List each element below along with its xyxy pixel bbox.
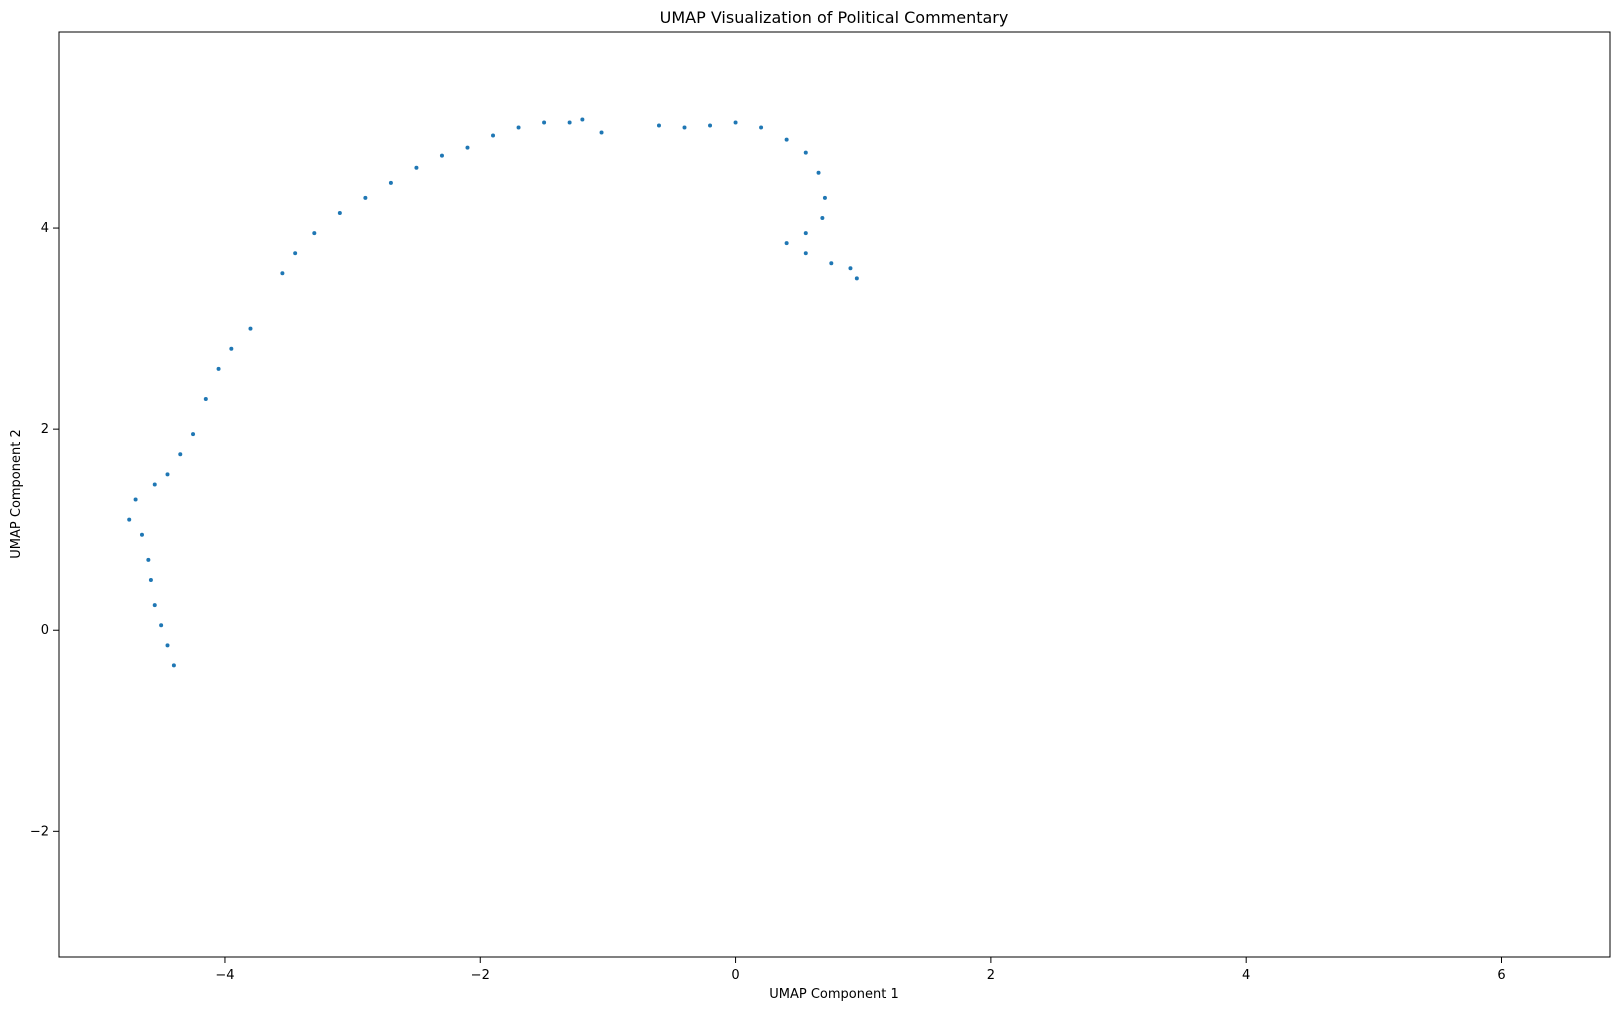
data-point (127, 517, 132, 522)
y-axis-ticks: −2 0 2 4 (30, 221, 59, 839)
data-point (229, 346, 234, 351)
data-point (216, 366, 221, 371)
data-point (203, 396, 208, 401)
data-point (491, 133, 496, 138)
data-point (599, 130, 604, 135)
data-point (784, 137, 789, 142)
data-point (152, 603, 157, 608)
data-point (152, 482, 157, 487)
data-point (159, 623, 164, 628)
x-axis-label: UMAP Component 1 (769, 987, 898, 1002)
data-point (465, 145, 470, 150)
data-point (133, 497, 138, 502)
data-points (127, 117, 859, 668)
data-point (759, 125, 764, 130)
data-point (567, 120, 572, 125)
data-point (854, 276, 859, 281)
x-axis-ticks: −4 −2 0 2 4 6 (215, 957, 1506, 983)
y-tick-label: 0 (41, 623, 49, 638)
x-tick-label: 4 (1242, 968, 1250, 983)
data-point (733, 120, 738, 125)
data-point (803, 251, 808, 256)
y-tick-label: 2 (41, 422, 49, 437)
chart-title: UMAP Visualization of Political Commenta… (660, 8, 1009, 27)
data-point (165, 472, 170, 477)
x-tick-label: 6 (1497, 968, 1505, 983)
data-point (656, 123, 661, 128)
data-point (363, 195, 368, 200)
y-tick-label: 4 (41, 221, 49, 236)
data-point (337, 210, 342, 215)
data-point (248, 326, 253, 331)
data-point (542, 120, 547, 125)
plot-frame (58, 31, 1611, 958)
data-point (822, 195, 827, 200)
data-point (139, 532, 144, 537)
data-point (682, 125, 687, 130)
data-point (280, 271, 285, 276)
data-point (784, 241, 789, 246)
y-axis-label: UMAP Component 2 (9, 429, 24, 558)
x-tick-label: 2 (987, 968, 995, 983)
data-point (820, 216, 825, 221)
y-tick-label: −2 (30, 824, 49, 839)
data-point (803, 150, 808, 155)
data-point (439, 153, 444, 158)
data-point (148, 577, 153, 582)
data-point (178, 452, 183, 457)
data-point (803, 231, 808, 236)
data-point (816, 170, 821, 175)
x-tick-label: −2 (471, 968, 490, 983)
data-point (165, 643, 170, 648)
x-tick-label: 0 (731, 968, 739, 983)
data-point (388, 180, 393, 185)
data-point (829, 261, 834, 266)
data-point (848, 266, 853, 271)
data-point (414, 165, 419, 170)
data-point (191, 432, 196, 437)
data-point (312, 231, 317, 236)
data-point (171, 663, 176, 668)
data-point (516, 125, 521, 130)
data-point (146, 557, 151, 562)
data-point (708, 123, 713, 128)
data-point (293, 251, 298, 256)
data-point (580, 117, 585, 122)
x-tick-label: −4 (215, 968, 234, 983)
